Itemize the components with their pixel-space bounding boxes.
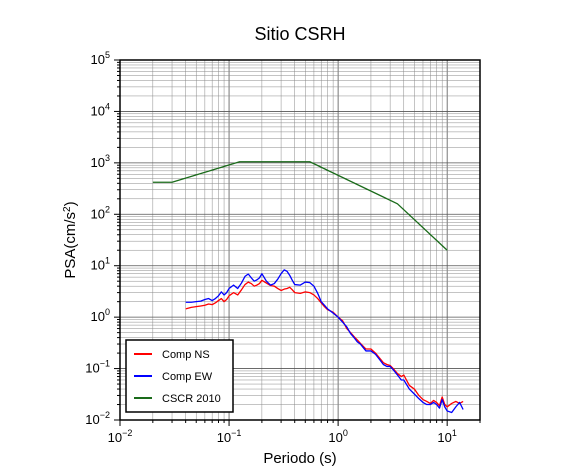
x-tick-label-base: 10 — [328, 430, 342, 445]
y-tick-label: 100 — [91, 307, 110, 324]
y-tick-label-exp: 5 — [105, 50, 110, 60]
y-tick-label-base: 10 — [91, 258, 105, 273]
y-tick-label-exp: 3 — [105, 153, 110, 163]
x-tick-label-exp: −2 — [122, 428, 132, 438]
x-tick-labels: 10−2 10−1 100 101 — [108, 428, 457, 445]
y-tick-label-base: 10 — [91, 103, 105, 118]
y-tick-label: 102 — [91, 204, 110, 221]
series-line-cscr-2010 — [152, 161, 448, 251]
x-tick-label-base: 10 — [217, 430, 231, 445]
x-tick-label-exp: 1 — [452, 428, 457, 438]
grid — [120, 60, 480, 420]
y-axis-label: PSA(cm/s2) — [62, 201, 80, 278]
x-tick-label-exp: −1 — [231, 428, 241, 438]
y-axis-label-base: PSA(cm/s — [62, 212, 79, 279]
x-tick-label: 101 — [437, 428, 456, 445]
legend: Comp NS Comp EW CSCR 2010 — [125, 339, 234, 413]
y-tick-label-exp: 1 — [105, 256, 110, 266]
y-tick-label-base: 10 — [91, 309, 105, 324]
y-tick-label-base: 10 — [91, 206, 105, 221]
y-tick-label-exp: 2 — [105, 204, 110, 214]
series-line-comp-ew — [185, 269, 464, 414]
series-line-comp-ns — [185, 279, 464, 408]
y-tick-label-exp: −2 — [100, 410, 110, 420]
y-tick-label-exp: −1 — [100, 359, 110, 369]
y-tick-label: 10−1 — [85, 359, 110, 376]
y-tick-label: 105 — [91, 50, 110, 67]
x-axis-label: Periodo (s) — [263, 450, 336, 467]
x-tick-label-base: 10 — [108, 430, 122, 445]
y-tick-label-base: 10 — [85, 361, 99, 376]
legend-label: Comp EW — [162, 371, 213, 383]
y-tick-label: 10−2 — [85, 410, 110, 427]
ticks — [114, 59, 481, 426]
y-tick-label-base: 10 — [91, 155, 105, 170]
chart-title: Sitio CSRH — [254, 24, 345, 44]
y-tick-label-base: 10 — [85, 412, 99, 427]
y-tick-label: 104 — [91, 101, 110, 118]
x-tick-label-exp: 0 — [343, 428, 348, 438]
y-tick-label-base: 10 — [91, 52, 105, 67]
legend-label: Comp NS — [162, 349, 210, 361]
series-layer — [152, 161, 464, 414]
x-tick-label-base: 10 — [437, 430, 451, 445]
x-tick-label: 100 — [328, 428, 347, 445]
legend-label: CSCR 2010 — [162, 393, 221, 405]
y-axis-label-sup: 2 — [62, 206, 73, 212]
x-tick-label: 10−2 — [108, 428, 133, 445]
y-tick-label: 103 — [91, 153, 110, 170]
x-tick-label: 10−1 — [217, 428, 242, 445]
y-axis-label-close: ) — [62, 201, 79, 206]
y-tick-label-exp: 4 — [105, 101, 110, 111]
y-tick-label: 101 — [91, 256, 110, 273]
plot-frame — [119, 59, 481, 421]
y-tick-label-exp: 0 — [105, 307, 110, 317]
legend-box — [125, 339, 234, 413]
